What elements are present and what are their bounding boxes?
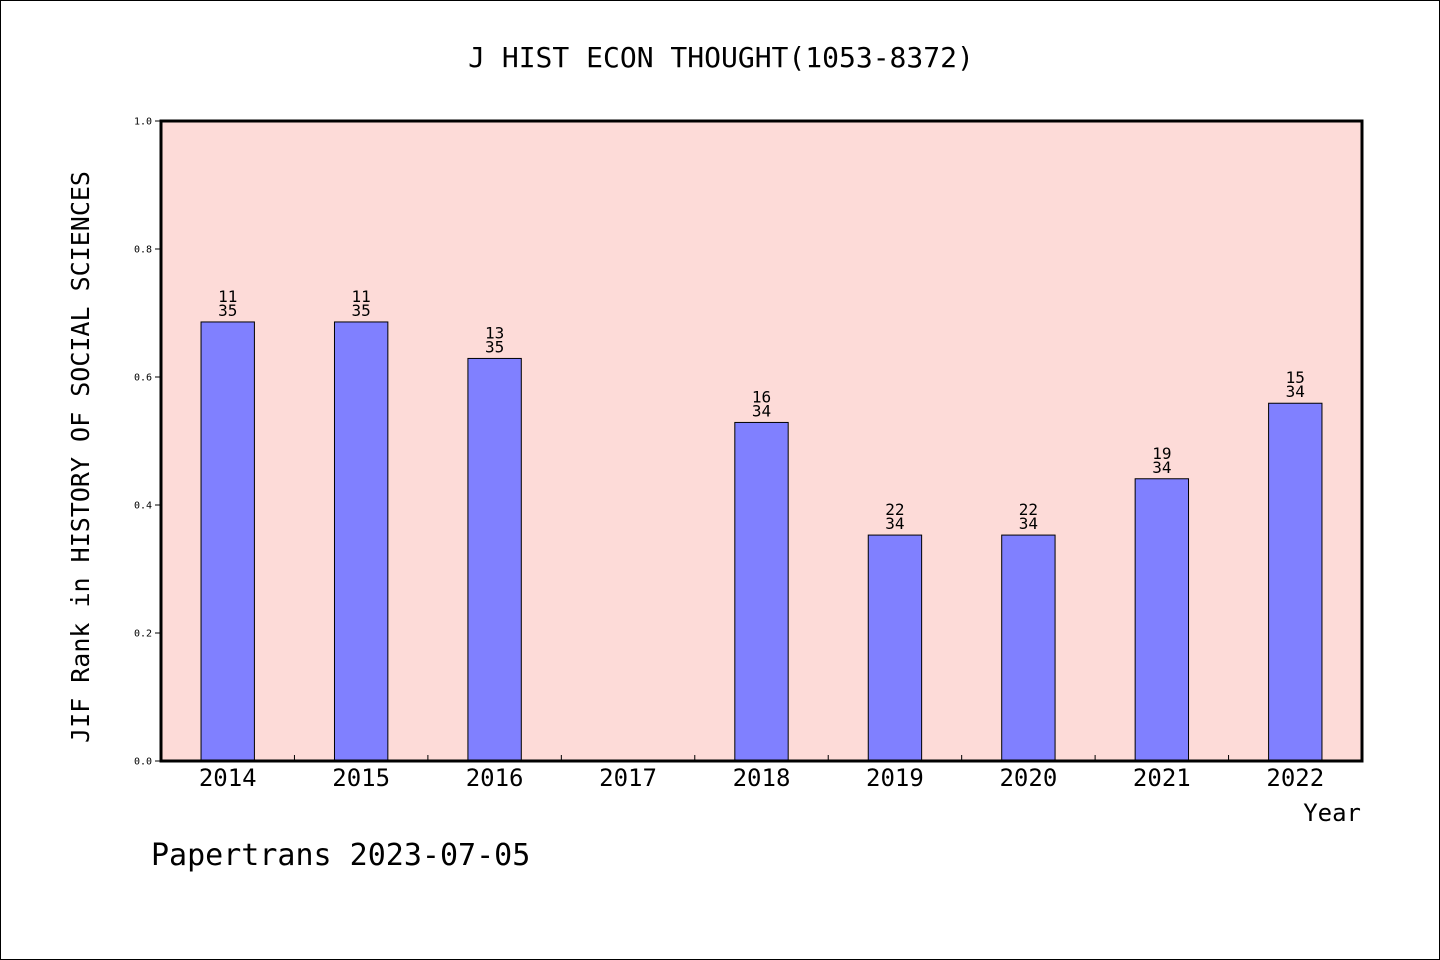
y-tick-label-0.6: 0.6 xyxy=(134,373,152,384)
bar-label-rank-2015: 11 xyxy=(352,287,371,306)
bar-2021 xyxy=(1134,478,1190,762)
bar-label-rank-2014: 11 xyxy=(218,287,237,306)
chart-title: J HIST ECON THOUGHT(1053-8372) xyxy=(468,41,974,74)
bars-layer xyxy=(200,321,1323,762)
bar-label-rank-2019: 22 xyxy=(885,500,904,519)
bar-label-total-2018: 34 xyxy=(752,401,771,420)
x-tick-label-2021: 2021 xyxy=(1133,764,1191,792)
bar-label-rank-2018: 16 xyxy=(752,387,771,406)
y-tick-label-1.0: 1.0 xyxy=(134,117,152,128)
bar-2019 xyxy=(867,534,923,762)
bar-2014 xyxy=(200,321,255,762)
x-axis-label: Year xyxy=(1303,799,1361,827)
bar-2022 xyxy=(1268,402,1323,762)
bar-label-total-2022: 34 xyxy=(1286,382,1305,401)
y-tick-label-0.0: 0.0 xyxy=(134,757,152,768)
x-tick-label-2014: 2014 xyxy=(199,764,257,792)
bar-label-rank-2020: 22 xyxy=(1019,500,1038,519)
bar-label-rank-2022: 15 xyxy=(1286,368,1305,387)
y-tick-label-0.2: 0.2 xyxy=(134,629,152,640)
bar-2020 xyxy=(1001,534,1056,762)
y-tick-label-0.8: 0.8 xyxy=(134,245,152,256)
x-tick-label-2017: 2017 xyxy=(599,764,657,792)
x-tick-label-2022: 2022 xyxy=(1266,764,1324,792)
y-axis-label: JIF Rank in HISTORY OF SOCIAL SCIENCES xyxy=(66,171,95,743)
x-tick-label-2015: 2015 xyxy=(332,764,390,792)
bar-label-total-2021: 34 xyxy=(1152,458,1171,477)
bar-label-total-2019: 34 xyxy=(885,514,904,533)
x-tick-label-2018: 2018 xyxy=(733,764,791,792)
x-tick-label-2020: 2020 xyxy=(999,764,1057,792)
x-axis: 2014 2015 2016 2017 2018 2019 2020 2021 2022 xyxy=(199,755,1324,792)
y-axis: 0.0 0.2 0.4 0.6 0.8 1.0 xyxy=(134,117,161,768)
bar-label-rank-2021: 19 xyxy=(1152,444,1171,463)
bar-label-total-2020: 34 xyxy=(1019,514,1038,533)
bar-2018 xyxy=(734,421,789,762)
plot-border xyxy=(159,119,1364,763)
x-tick-label-2019: 2019 xyxy=(866,764,924,792)
bar-label-total-2016: 35 xyxy=(485,337,504,356)
bar-2015 xyxy=(333,321,389,762)
y-tick-label-0.4: 0.4 xyxy=(134,501,152,512)
footer-watermark: Papertrans 2023-07-05 xyxy=(151,838,530,873)
bar-label-rank-2016: 13 xyxy=(485,323,504,342)
bar-label-total-2014: 35 xyxy=(218,301,237,320)
x-tick-label-2016: 2016 xyxy=(466,764,524,792)
bar-label-total-2015: 35 xyxy=(352,301,371,320)
bar-2016 xyxy=(467,357,522,762)
